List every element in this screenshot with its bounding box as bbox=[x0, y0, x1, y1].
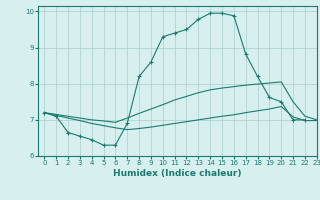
X-axis label: Humidex (Indice chaleur): Humidex (Indice chaleur) bbox=[113, 169, 242, 178]
